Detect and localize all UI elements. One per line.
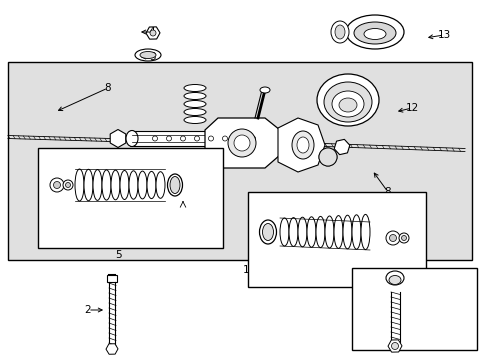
Ellipse shape [183,117,205,123]
Circle shape [318,148,336,166]
Ellipse shape [259,220,276,244]
Ellipse shape [388,275,400,284]
Text: 9: 9 [51,205,57,215]
Bar [107,275,117,282]
Ellipse shape [385,271,403,285]
Ellipse shape [138,171,147,199]
Ellipse shape [183,85,205,91]
Text: 7: 7 [334,237,341,247]
Ellipse shape [147,171,156,199]
Circle shape [250,136,255,141]
Ellipse shape [75,169,84,201]
Ellipse shape [126,131,138,147]
Circle shape [391,342,398,350]
Circle shape [152,136,157,141]
Ellipse shape [318,148,336,166]
Ellipse shape [333,216,342,248]
Circle shape [63,180,73,190]
Bar [130,131,274,146]
Ellipse shape [338,98,356,112]
Ellipse shape [363,28,385,40]
Ellipse shape [102,170,111,200]
Polygon shape [278,118,325,172]
Text: 5: 5 [253,243,260,253]
Text: 8: 8 [384,187,390,197]
Text: 1: 1 [242,265,249,275]
Ellipse shape [291,131,313,159]
Ellipse shape [288,217,297,246]
Circle shape [194,136,199,141]
Text: 13: 13 [436,30,450,40]
Text: 4: 4 [148,27,155,37]
Ellipse shape [135,49,161,61]
Ellipse shape [351,215,360,249]
Circle shape [234,135,249,151]
Ellipse shape [297,217,306,247]
Ellipse shape [315,216,325,248]
Ellipse shape [111,170,120,200]
Circle shape [222,136,227,141]
Ellipse shape [183,100,205,108]
Ellipse shape [331,91,363,117]
Text: 2: 2 [84,305,91,315]
Bar [351,268,476,350]
Text: 12: 12 [405,103,418,113]
Text: 10: 10 [441,287,454,297]
Text: 3: 3 [148,52,155,62]
Ellipse shape [183,108,205,116]
Ellipse shape [260,87,269,93]
Circle shape [180,136,185,141]
Text: 7: 7 [75,205,81,215]
Ellipse shape [170,176,180,194]
Circle shape [65,183,70,188]
Ellipse shape [183,93,205,99]
Circle shape [208,136,213,141]
Bar [8,62,471,260]
Ellipse shape [140,51,156,59]
Ellipse shape [360,215,369,249]
Ellipse shape [262,224,273,240]
Ellipse shape [342,215,351,249]
Circle shape [53,181,61,189]
Ellipse shape [325,216,333,248]
Circle shape [166,136,171,141]
Ellipse shape [156,172,164,198]
Circle shape [150,30,156,36]
Ellipse shape [296,137,308,153]
Circle shape [398,233,408,243]
Text: 11: 11 [392,337,406,347]
Text: 5: 5 [115,250,121,260]
Ellipse shape [334,25,345,39]
Circle shape [50,178,64,192]
Circle shape [227,129,256,157]
Ellipse shape [93,170,102,201]
Circle shape [401,235,406,240]
Ellipse shape [120,171,129,199]
Text: 6: 6 [144,235,151,245]
Circle shape [385,231,399,245]
Ellipse shape [306,217,315,247]
Text: 6: 6 [271,273,278,283]
Circle shape [389,234,396,242]
Text: 9: 9 [398,243,405,253]
Ellipse shape [167,174,182,196]
Bar [38,148,223,248]
Ellipse shape [280,218,288,246]
Ellipse shape [316,74,378,126]
Circle shape [236,136,241,141]
Bar [247,192,425,287]
Polygon shape [204,118,280,168]
Ellipse shape [129,171,138,199]
Ellipse shape [324,82,371,122]
Ellipse shape [330,21,348,43]
Ellipse shape [84,169,93,201]
Ellipse shape [353,22,395,44]
Ellipse shape [346,15,403,49]
Text: 8: 8 [104,83,111,93]
